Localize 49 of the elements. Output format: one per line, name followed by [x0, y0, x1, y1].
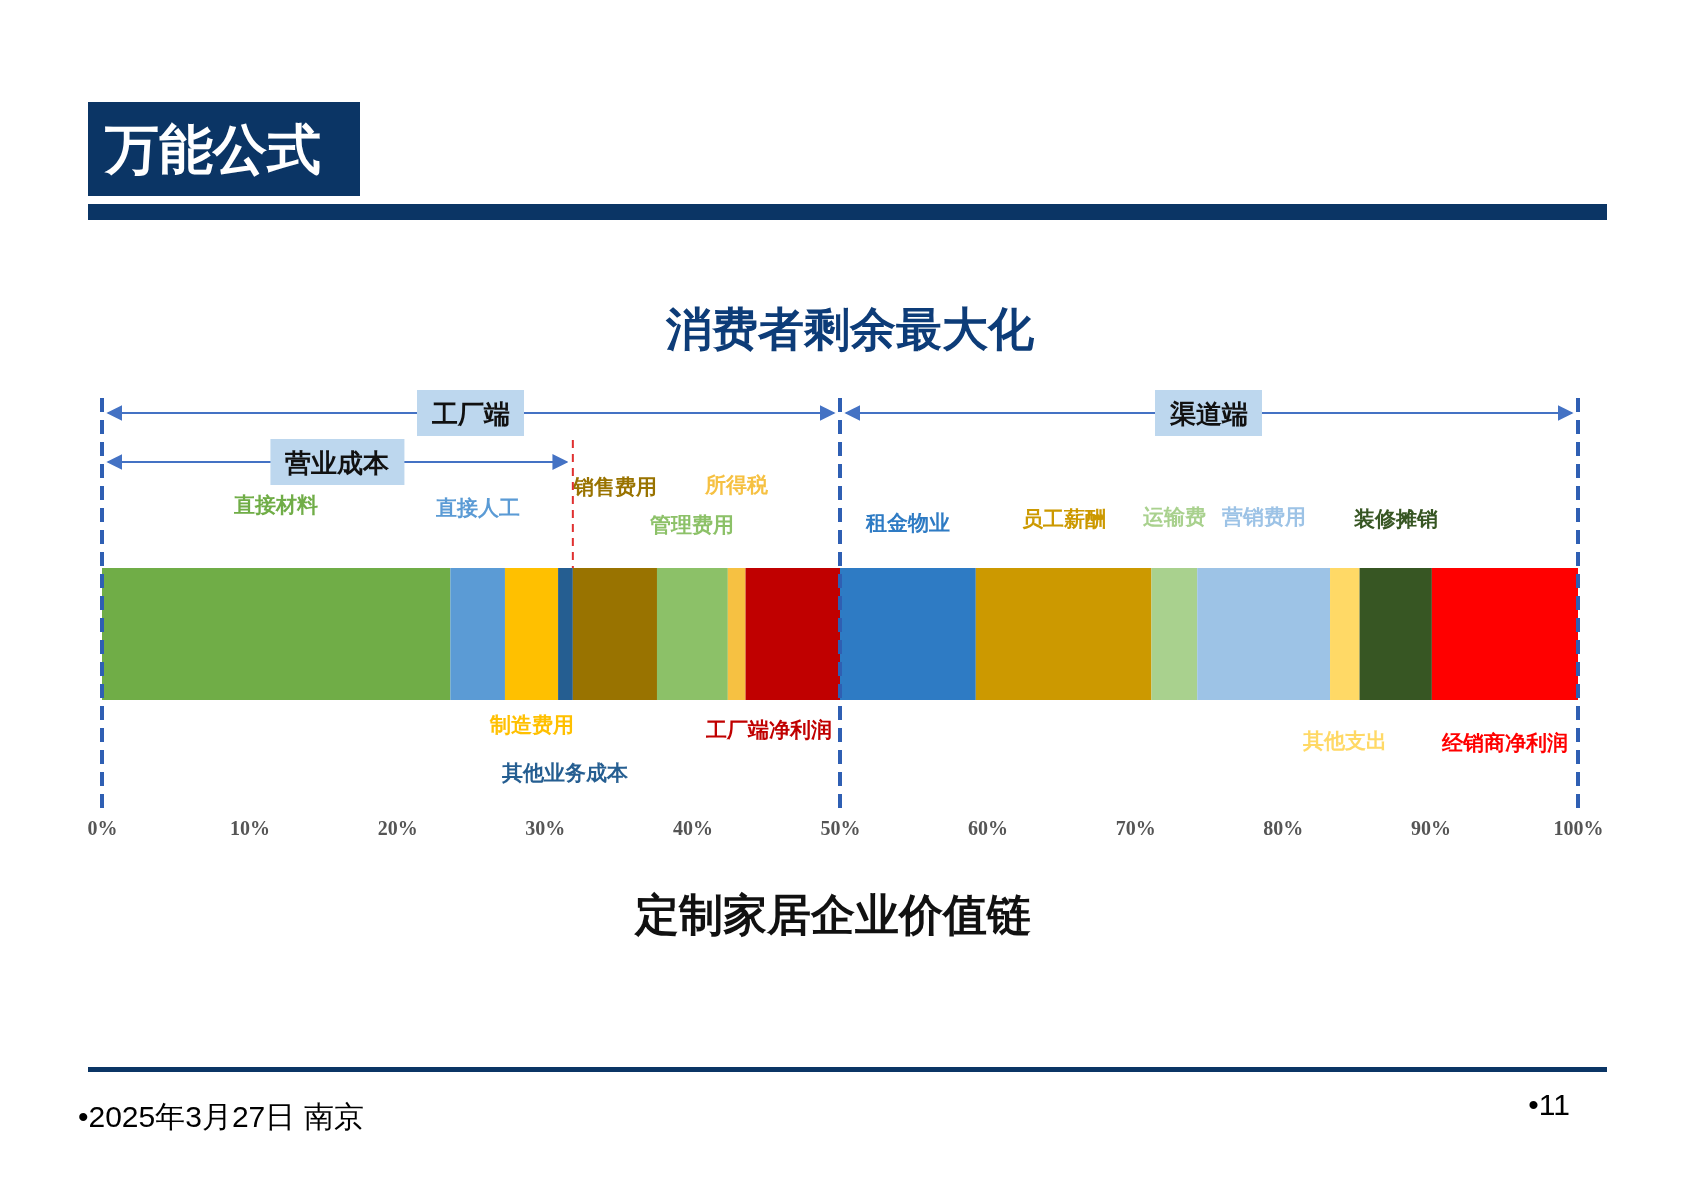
x-tick-label: 30% [525, 817, 566, 839]
bar [1359, 568, 1432, 700]
text: •2025年3月27日 南京 [78, 1100, 364, 1133]
x-tick-label: 40% [672, 817, 713, 839]
text: 万能公式 [104, 119, 321, 179]
series-label: 租金物业 [864, 511, 950, 535]
series-label: 工厂端净利润 [705, 718, 832, 742]
text: 所得税 [704, 473, 770, 497]
bar [745, 568, 840, 700]
x-tick-label: 20% [377, 817, 418, 839]
x-tick-label: 70% [1115, 817, 1156, 839]
text: 其他业务成本 [501, 761, 630, 785]
bar [1431, 568, 1578, 700]
series-label: 制造费用 [488, 713, 574, 737]
text: 直接材料 [233, 493, 319, 517]
x-tick-label: 80% [1263, 817, 1304, 839]
series-label: 其他支出 [1301, 729, 1387, 753]
text: 定制家居企业价值链 [634, 890, 1031, 939]
text: 直接人工 [434, 496, 520, 520]
annotation: 工厂端 [431, 399, 510, 429]
x-tick-label: 50% [820, 817, 861, 839]
bar [504, 568, 559, 700]
annotation: 营业成本 [284, 448, 391, 478]
bar [1151, 568, 1198, 700]
bar [1197, 568, 1331, 700]
text: •11 [1528, 1088, 1570, 1121]
bar [450, 568, 505, 700]
series-label: 运输费 [1141, 505, 1206, 529]
series-label: 营销费用 [1220, 505, 1306, 529]
x-tick-label: 10% [230, 817, 271, 839]
x-tick-label: 60% [968, 817, 1009, 839]
bar [727, 568, 746, 700]
bar [656, 568, 728, 700]
bar [558, 568, 573, 700]
series-label: 员工薪酬 [1021, 507, 1106, 531]
x-tick-label: 100% [1553, 817, 1604, 839]
x-tick-label: 90% [1410, 817, 1451, 839]
series-label: 经销商净利润 [1440, 731, 1568, 755]
bar [840, 568, 976, 700]
bar [102, 568, 451, 700]
text: 销售费用 [571, 475, 657, 499]
chart-title: 消费者剩余最大化 [665, 303, 1035, 355]
bar [572, 568, 657, 700]
bar [975, 568, 1152, 700]
series-label: 装修摊销 [1352, 507, 1438, 531]
annotation: 渠道端 [1169, 399, 1248, 429]
bar [1330, 568, 1360, 700]
series-label: 管理费用 [649, 513, 735, 537]
x-tick-label: 0% [87, 817, 118, 839]
